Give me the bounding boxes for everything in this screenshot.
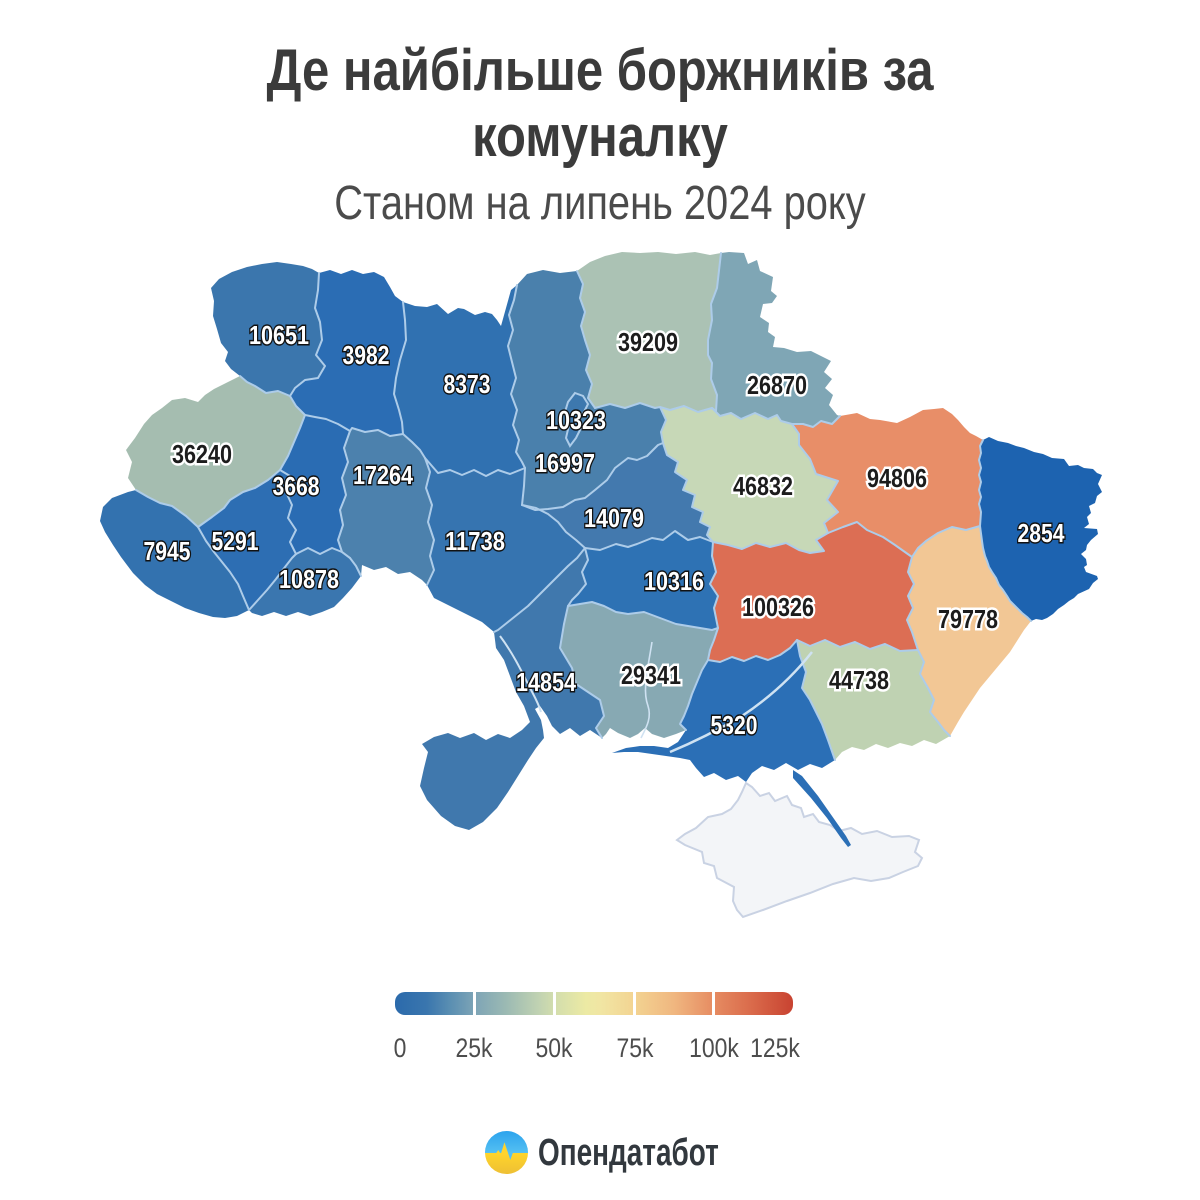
svg-text:26870: 26870 [747, 370, 807, 400]
svg-text:46832: 46832 [733, 471, 793, 501]
svg-text:11738: 11738 [445, 526, 505, 556]
svg-text:10651: 10651 [249, 320, 309, 350]
svg-text:3668: 3668 [273, 471, 320, 501]
svg-text:5320: 5320 [711, 710, 758, 740]
svg-text:100326: 100326 [742, 592, 814, 622]
svg-text:16997: 16997 [535, 448, 595, 478]
svg-text:8373: 8373 [444, 369, 491, 399]
svg-text:2854: 2854 [1018, 518, 1065, 548]
svg-text:5291: 5291 [212, 526, 259, 556]
svg-text:94806: 94806 [867, 463, 927, 493]
svg-text:14854: 14854 [516, 667, 576, 697]
svg-text:79778: 79778 [938, 604, 998, 634]
svg-text:3982: 3982 [343, 340, 390, 370]
svg-text:17264: 17264 [353, 460, 413, 490]
svg-text:10323: 10323 [546, 405, 606, 435]
svg-text:39209: 39209 [618, 327, 678, 357]
svg-text:10878: 10878 [279, 564, 339, 594]
svg-text:10316: 10316 [644, 566, 704, 596]
svg-text:36240: 36240 [172, 439, 232, 469]
svg-text:29341: 29341 [621, 660, 681, 690]
svg-text:14079: 14079 [584, 503, 644, 533]
svg-text:7945: 7945 [144, 536, 191, 566]
svg-text:44738: 44738 [829, 665, 889, 695]
